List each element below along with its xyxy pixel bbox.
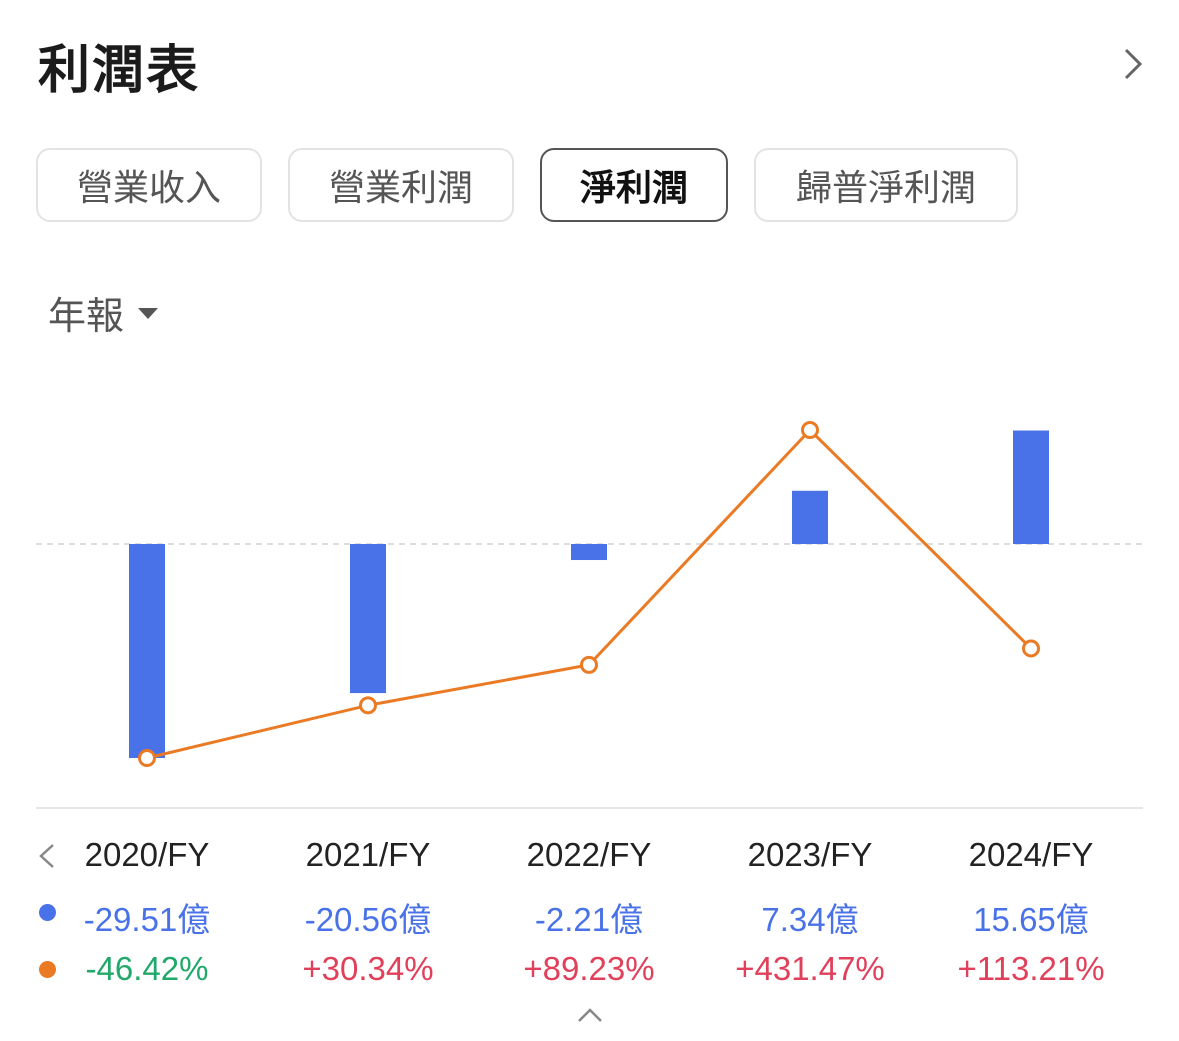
bar — [571, 544, 607, 561]
bar-data-label: 15.65億 — [973, 901, 1089, 938]
x-tick-label: 2022/FY — [526, 836, 652, 873]
line-data-label: +30.34% — [302, 950, 434, 987]
line-point — [1022, 639, 1040, 658]
x-tick-label: 2023/FY — [747, 836, 873, 873]
chart — [36, 421, 1143, 809]
bar-legend-dot — [39, 904, 56, 921]
bar-data-label: -20.56億 — [304, 901, 432, 938]
bar — [1013, 430, 1049, 544]
tab-operating-profit[interactable]: 營業利潤 — [288, 148, 514, 222]
tab-revenue[interactable]: 營業收入 — [36, 148, 262, 222]
line-data-label: -46.42% — [85, 950, 209, 987]
bar-data-label: -29.51億 — [83, 901, 211, 938]
line-point — [359, 696, 377, 715]
line-point — [801, 421, 819, 439]
line-point — [580, 655, 598, 674]
period-selector[interactable]: 年報 — [48, 285, 160, 340]
chevron-left-icon[interactable] — [36, 842, 58, 870]
bar-data-label: 7.34億 — [761, 901, 859, 938]
period-label: 年報 — [48, 294, 125, 338]
line-data-label: +113.21% — [957, 950, 1105, 987]
bar-data-label: -2.21億 — [534, 901, 644, 938]
page-title: 利潤表 — [38, 41, 201, 101]
x-tick-label: 2021/FY — [305, 836, 431, 873]
chevron-right-icon[interactable] — [1112, 44, 1152, 84]
tab-net-profit-attributable[interactable]: 歸普淨利潤 — [754, 148, 1018, 222]
line-data-label: +431.47% — [735, 950, 885, 987]
x-tick-label: 2024/FY — [968, 836, 1094, 873]
line-series — [146, 427, 1033, 760]
chevron-up-icon[interactable] — [576, 1006, 604, 1024]
tab-net-profit[interactable]: 淨利潤 — [540, 148, 728, 222]
bar — [350, 544, 386, 694]
line-legend-dot — [39, 961, 56, 978]
line-point — [138, 749, 156, 767]
bar — [792, 490, 828, 544]
caret-down-icon — [138, 307, 159, 319]
bar — [129, 544, 165, 758]
x-tick-label: 2020/FY — [84, 836, 210, 873]
line-data-label: +89.23% — [523, 950, 655, 987]
